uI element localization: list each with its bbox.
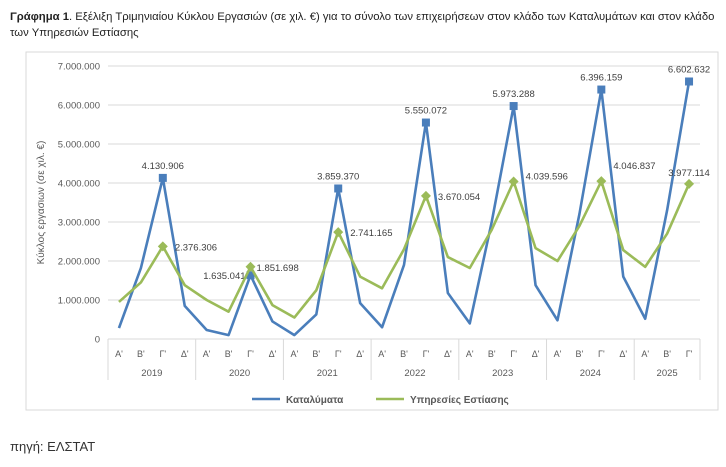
y-axis-label: Κύκλος εργασιων (σε χιλ. €) bbox=[35, 141, 47, 265]
x-tick-label: Γ' bbox=[335, 349, 342, 359]
y-tick-label: 3.000.000 bbox=[58, 218, 100, 229]
data-label: 4.130.906 bbox=[142, 161, 184, 172]
data-label: 4.039.596 bbox=[526, 171, 568, 182]
x-tick-label: Α' bbox=[291, 349, 299, 359]
figure-number: Γράφημα 1 bbox=[10, 11, 69, 23]
x-tick-label: Β' bbox=[488, 349, 496, 359]
year-label: 2022 bbox=[404, 368, 425, 379]
data-label: 3.977.114 bbox=[668, 168, 710, 179]
data-label: 3.670.054 bbox=[438, 192, 480, 203]
y-tick-label: 1.000.000 bbox=[58, 296, 100, 307]
data-label: 3.859.370 bbox=[317, 171, 359, 182]
year-label: 2023 bbox=[492, 368, 513, 379]
x-tick-label: Γ' bbox=[686, 349, 693, 359]
data-label: 1.635.041 bbox=[203, 271, 245, 282]
x-tick-label: Α' bbox=[641, 349, 649, 359]
x-tick-label: Δ' bbox=[532, 349, 540, 359]
data-label: 6.602.632 bbox=[668, 64, 710, 75]
x-tick-label: Α' bbox=[378, 349, 386, 359]
x-tick-label: Α' bbox=[554, 349, 562, 359]
x-tick-label: Α' bbox=[466, 349, 474, 359]
x-tick-label: Β' bbox=[225, 349, 233, 359]
data-point-marker bbox=[508, 176, 519, 187]
data-label: 6.396.159 bbox=[580, 73, 622, 84]
data-label: 5.550.072 bbox=[405, 106, 447, 117]
x-tick-label: Δ' bbox=[444, 349, 452, 359]
data-point-marker bbox=[246, 271, 255, 280]
x-tick-label: Β' bbox=[137, 349, 145, 359]
x-tick-label: Β' bbox=[312, 349, 320, 359]
x-tick-label: Β' bbox=[663, 349, 671, 359]
data-label: 1.851.698 bbox=[257, 263, 299, 274]
title-text: . Εξέλιξη Τριμηνιαίου Κύκλου Εργασιών (σ… bbox=[10, 11, 715, 39]
y-tick-label: 5.000.000 bbox=[58, 140, 100, 151]
y-tick-label: 0 bbox=[95, 335, 100, 346]
y-tick-label: 2.000.000 bbox=[58, 257, 100, 268]
chart-title: Γράφημα 1. Εξέλιξη Τριμηνιαίου Κύκλου Ερ… bbox=[10, 9, 720, 41]
data-point-marker bbox=[333, 227, 344, 238]
data-point-marker bbox=[509, 102, 518, 111]
data-point-marker bbox=[245, 261, 256, 272]
series-line-accommodation bbox=[117, 81, 691, 337]
year-label: 2020 bbox=[229, 368, 250, 379]
data-label: 5.973.288 bbox=[492, 89, 534, 100]
data-point-marker bbox=[421, 118, 430, 127]
series-line-restaurants bbox=[118, 179, 691, 319]
data-point-marker bbox=[420, 190, 431, 201]
year-label: 2025 bbox=[657, 368, 678, 379]
legend-label: Καταλύματα bbox=[286, 395, 344, 406]
y-tick-label: 6.000.000 bbox=[58, 101, 100, 112]
x-tick-label: Γ' bbox=[159, 349, 166, 359]
data-point-marker bbox=[684, 178, 695, 189]
data-point-marker bbox=[685, 77, 694, 86]
data-label: 2.376.306 bbox=[175, 242, 217, 253]
x-tick-label: Β' bbox=[576, 349, 584, 359]
data-point-marker bbox=[158, 173, 167, 182]
line-chart: 0 1.000.000 2.000.000 3.000.000 4.000.000 5.0… bbox=[25, 51, 719, 411]
x-tick-label: Δ' bbox=[619, 349, 627, 359]
x-tick-label: Δ' bbox=[356, 349, 364, 359]
x-tick-label: Γ' bbox=[423, 349, 430, 359]
data-point-marker bbox=[597, 85, 606, 94]
source-note: πηγή: ΕΛΣΤΑΤ bbox=[10, 439, 96, 454]
data-point-marker bbox=[334, 184, 343, 193]
legend-label: Υπηρεσίες Εστίασης bbox=[410, 395, 509, 406]
year-label: 2024 bbox=[580, 368, 601, 379]
x-tick-label: Δ' bbox=[181, 349, 189, 359]
y-tick-label: 7.000.000 bbox=[58, 62, 100, 73]
data-label: 4.046.837 bbox=[613, 161, 655, 172]
x-tick-label: Γ' bbox=[598, 349, 605, 359]
chart-border bbox=[25, 51, 719, 411]
x-tick-label: Α' bbox=[115, 349, 123, 359]
x-tick-label: Δ' bbox=[269, 349, 277, 359]
x-tick-label: Α' bbox=[203, 349, 211, 359]
x-tick-label: Γ' bbox=[510, 349, 517, 359]
year-label: 2019 bbox=[141, 368, 162, 379]
y-tick-label: 4.000.000 bbox=[58, 179, 100, 190]
year-label: 2021 bbox=[317, 368, 338, 379]
data-point-marker bbox=[596, 176, 607, 187]
data-label: 2.741.165 bbox=[350, 228, 392, 239]
x-tick-label: Β' bbox=[400, 349, 408, 359]
x-tick-label: Γ' bbox=[247, 349, 254, 359]
data-point-marker bbox=[157, 241, 168, 252]
